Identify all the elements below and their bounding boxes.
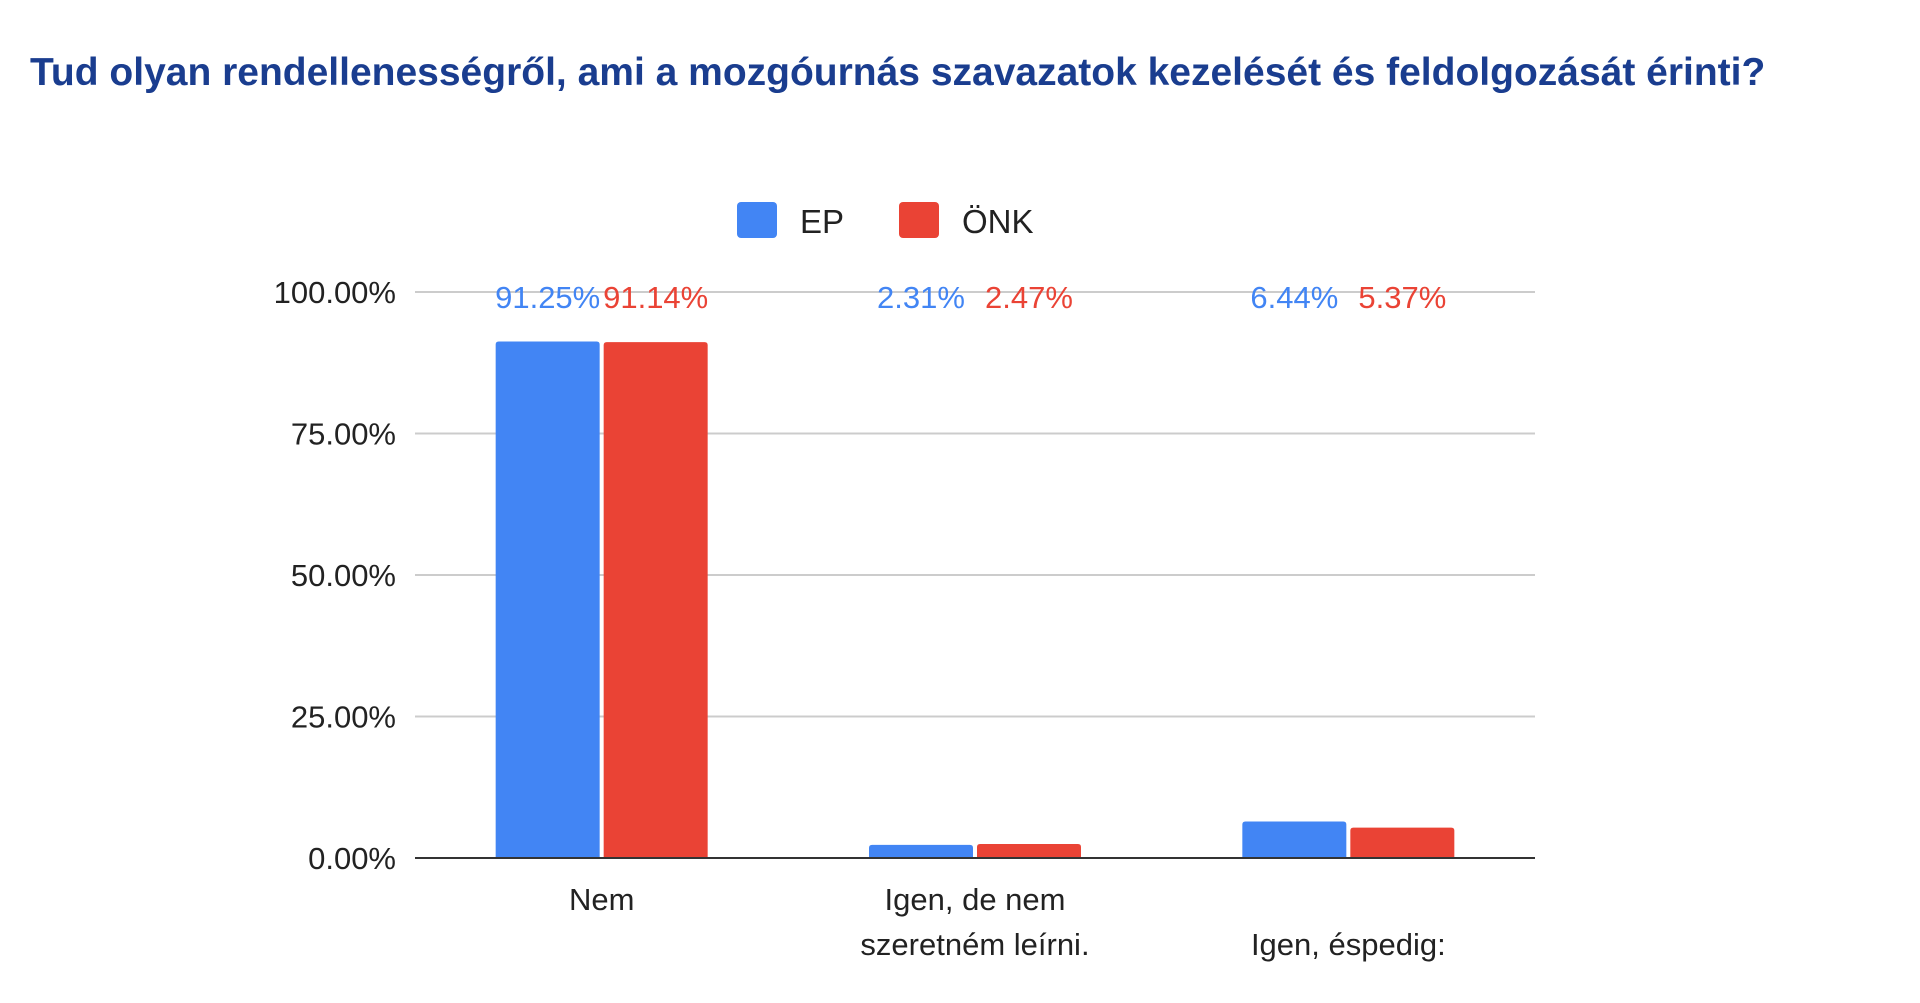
data-label: 91.25%	[495, 280, 600, 315]
bar-ep-3	[1242, 821, 1347, 858]
data-label: 91.14%	[603, 280, 708, 315]
legend-swatch	[899, 202, 939, 238]
bar-nk-3	[1350, 827, 1455, 858]
y-tick-label: 75.00%	[291, 417, 396, 452]
y-tick-label: 25.00%	[291, 700, 396, 735]
bar-ep-2	[869, 844, 973, 858]
x-tick-label: Nem	[569, 882, 634, 917]
bar-ep-1	[495, 341, 600, 858]
data-label: 2.47%	[985, 280, 1073, 315]
y-axis: 0.00% 25.00% 50.00% 75.00% 100.00%	[274, 275, 396, 876]
y-tick-label: 0.00%	[308, 841, 396, 876]
x-axis: Nem Igen, de nem szeretném leírni. Igen, és…	[415, 857, 1535, 962]
bar-nk-2	[977, 844, 1081, 858]
legend-label: ÖNK	[962, 203, 1034, 240]
data-label: 2.31%	[877, 280, 965, 315]
data-label: 6.44%	[1250, 280, 1338, 315]
bar-nk-1	[603, 342, 708, 859]
data-label: 5.37%	[1358, 280, 1446, 315]
legend: EP ÖNK	[737, 202, 1034, 240]
x-tick-label: Igen, de nem	[885, 882, 1066, 917]
question-title: Tud olyan rendellenességről, ami a mozgó…	[30, 51, 1766, 94]
legend-label: EP	[800, 203, 844, 240]
x-tick-label: Igen, éspedig:	[1251, 927, 1446, 962]
y-tick-label: 100.00%	[274, 275, 396, 310]
data-labels: 91.25% 91.14% 2.31% 2.47% 6.44% 5.37%	[495, 280, 1446, 315]
gridlines	[415, 291, 1535, 718]
legend-swatch	[737, 202, 777, 238]
y-tick-label: 50.00%	[291, 558, 396, 593]
x-tick-label: szeretném leírni.	[860, 927, 1089, 962]
bars	[495, 341, 1455, 859]
